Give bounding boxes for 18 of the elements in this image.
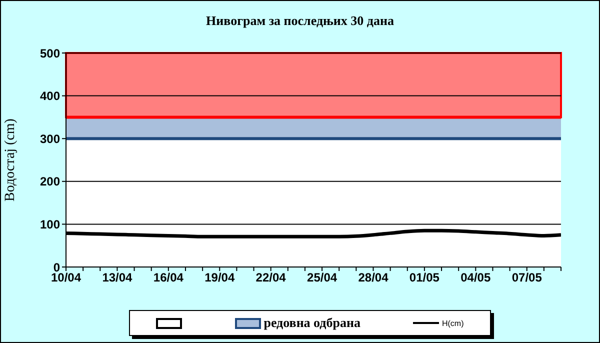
y-tick-label: 400: [40, 89, 60, 104]
x-tick-label: 25/04: [307, 270, 338, 285]
y-tick-label: 500: [40, 46, 60, 60]
y-tick-label: 100: [40, 217, 60, 232]
x-tick-label: 01/05: [409, 270, 440, 285]
chart-title: Нивограм за последњих 30 дана: [205, 13, 395, 29]
x-tick-label: 28/04: [358, 270, 389, 285]
y-axis-title: Водостај (cm): [2, 118, 18, 202]
x-tick-label: 22/04: [256, 270, 286, 285]
y-tick-label: 200: [40, 174, 60, 189]
y-tick-label: 300: [40, 132, 60, 146]
x-tick-label: 16/04: [153, 270, 184, 285]
x-tick-label: 19/04: [204, 270, 235, 285]
x-tick-label: 04/05: [460, 270, 491, 285]
legend-label: H(cm): [442, 318, 464, 328]
x-tick-label: 07/05: [512, 270, 542, 285]
x-tick-label: 13/04: [102, 270, 133, 285]
legend-label: редовна одбрана: [264, 315, 360, 331]
